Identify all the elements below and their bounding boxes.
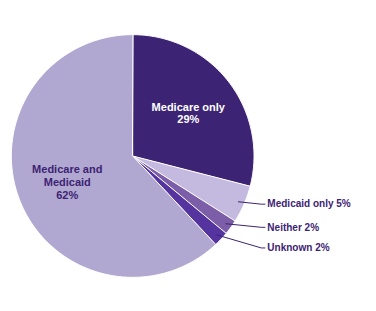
svg-text:Unknown 2%: Unknown 2% bbox=[267, 242, 329, 253]
svg-text:Medicare andMedicaid62%: Medicare andMedicaid62% bbox=[32, 163, 102, 200]
svg-text:Medicaid only 5%: Medicaid only 5% bbox=[267, 198, 350, 209]
svg-text:Medicare only29%: Medicare only29% bbox=[152, 101, 226, 126]
svg-text:Neither 2%: Neither 2% bbox=[267, 222, 319, 233]
